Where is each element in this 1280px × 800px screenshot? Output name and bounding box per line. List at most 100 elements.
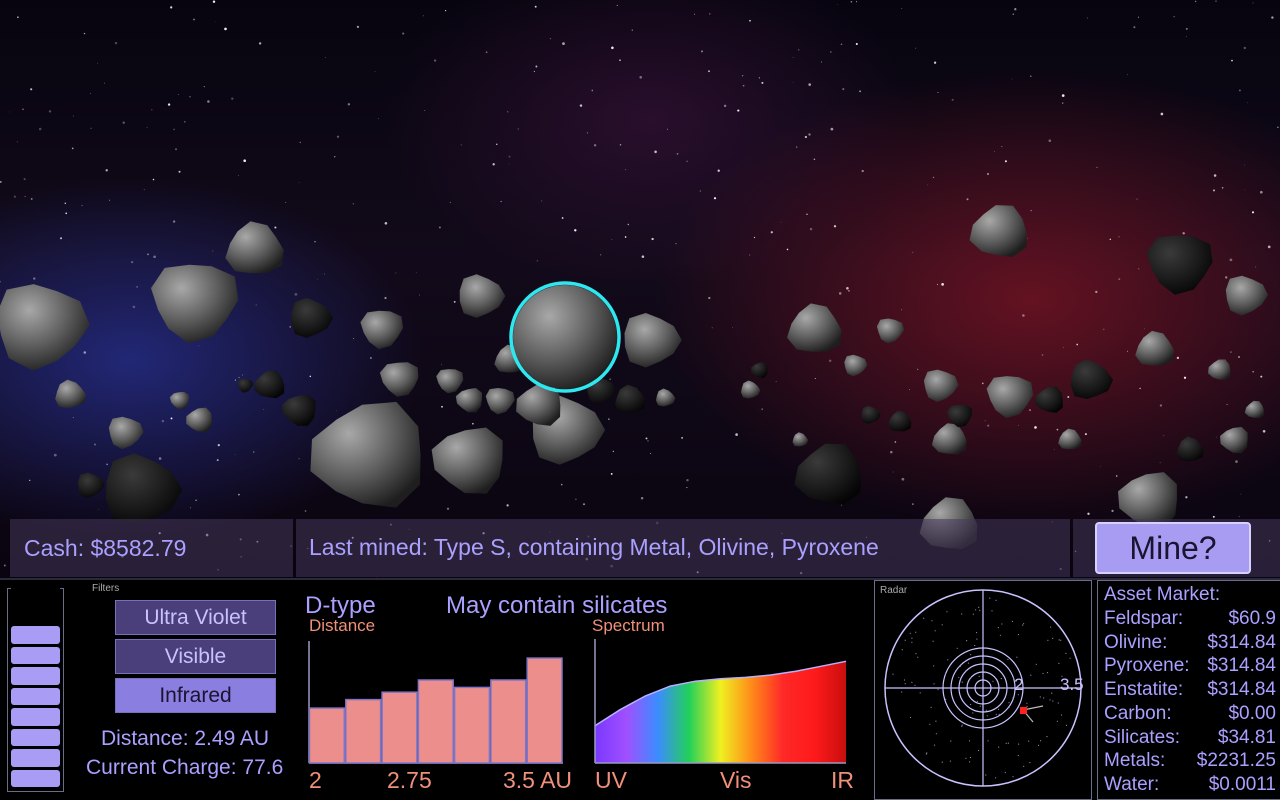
asteroid-field[interactable] [0,0,1280,578]
filter-visible-button[interactable]: Visible [115,639,276,674]
distance-bar [345,698,382,764]
asteroid[interactable] [485,388,515,415]
asteroid[interactable] [151,264,239,344]
star [717,169,720,172]
asteroid[interactable] [1176,436,1204,462]
asteroid[interactable] [436,369,464,394]
asteroid[interactable] [459,274,506,318]
asteroid[interactable] [0,284,90,371]
radar-label: Radar [880,585,908,596]
star [161,419,165,423]
distance-bar [453,686,491,764]
asteroid[interactable] [253,370,285,399]
star [804,135,808,139]
target-reticle[interactable] [509,281,621,393]
star [909,389,910,390]
radar-contact [1005,742,1007,744]
radar-display[interactable] [878,584,1088,796]
asteroid[interactable] [379,362,419,397]
star [174,148,178,151]
star [347,103,351,106]
star [599,254,602,256]
asteroid[interactable] [225,221,284,274]
asteroid[interactable] [969,205,1027,258]
asteroid[interactable] [861,405,881,424]
asteroid[interactable] [787,303,842,352]
star [434,59,437,62]
asteroid[interactable] [1220,426,1248,454]
radar-contact [958,676,960,678]
star [506,110,509,113]
star [830,127,834,131]
asteroid[interactable] [1034,386,1063,413]
asteroid[interactable] [624,313,682,368]
asteroid[interactable] [986,376,1034,419]
asteroid[interactable] [186,407,212,433]
targeted-asteroid[interactable] [513,285,617,389]
filter-ultra-violet-button[interactable]: Ultra Violet [115,600,276,635]
star [0,180,2,183]
asteroid[interactable] [281,394,316,426]
star [708,296,711,300]
star [936,283,939,285]
asteroid[interactable] [77,472,105,498]
asteroid[interactable] [431,427,503,494]
asteroid[interactable] [360,310,403,350]
asteroid[interactable] [1058,428,1082,450]
star [83,32,86,35]
radar-contact [995,713,997,716]
asteroid[interactable] [614,384,647,413]
asteroid[interactable] [516,383,561,426]
star [1118,278,1121,281]
asteroid[interactable] [794,443,861,505]
star [1127,74,1128,76]
star [1063,346,1064,348]
asteroid[interactable] [237,378,253,393]
asteroid[interactable] [1207,359,1231,381]
asteroid[interactable] [1118,472,1177,529]
asteroid[interactable] [1146,235,1213,295]
star [173,128,175,131]
star [650,452,651,454]
mine-button[interactable]: Mine? [1095,522,1251,574]
star [560,483,563,486]
space-scene[interactable] [0,0,1280,578]
radar-contact [992,680,994,682]
asteroid[interactable] [310,401,421,508]
filter-infrared-button[interactable]: Infrared [115,678,276,713]
asteroid[interactable] [844,354,868,377]
asteroid[interactable] [741,380,761,399]
asteroid[interactable] [1225,275,1269,316]
star [686,487,688,489]
star [735,433,738,436]
star [1243,46,1247,50]
star [298,458,300,460]
radar-contact [976,631,978,634]
radar-contact [933,744,936,746]
asteroid[interactable] [1070,359,1114,399]
asteroid[interactable] [947,404,973,428]
star [1213,174,1217,177]
radar-range-inner: 2 [1014,675,1024,694]
star [699,190,701,192]
asteroid[interactable] [656,388,676,407]
star [353,337,355,339]
asteroid[interactable] [888,410,912,432]
asteroid[interactable] [751,362,768,378]
asteroid[interactable] [1244,400,1264,419]
asteroid[interactable] [792,432,809,447]
star [1163,434,1165,436]
asteroid[interactable] [876,318,905,344]
asteroid[interactable] [923,369,959,403]
asteroid[interactable] [55,379,87,409]
star [258,42,262,45]
asteroid[interactable] [291,297,334,338]
asteroid[interactable] [108,416,144,450]
asteroid[interactable] [455,388,483,413]
asteroid[interactable] [1135,330,1175,366]
star [216,459,219,462]
asteroid[interactable] [931,423,967,455]
asteroid[interactable] [106,453,183,526]
star [122,121,125,124]
asteroid[interactable] [169,391,189,410]
